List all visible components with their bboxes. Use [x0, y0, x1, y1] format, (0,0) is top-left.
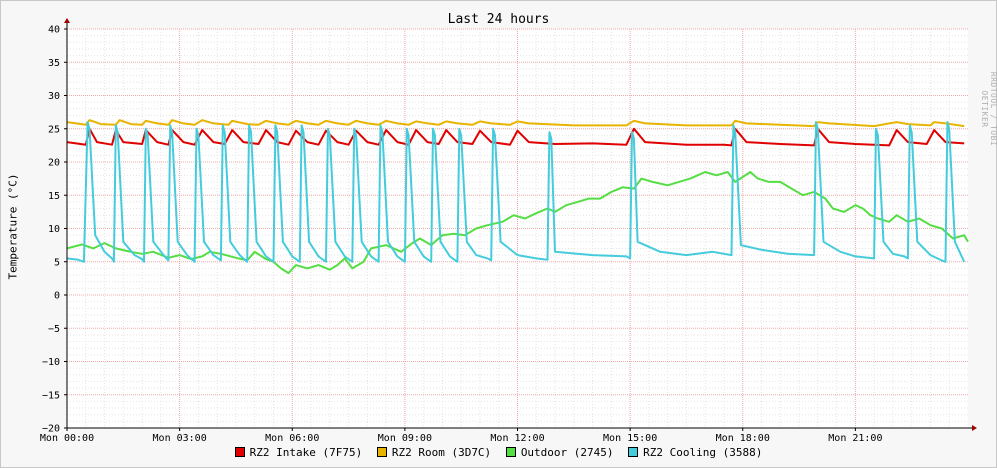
legend-label: RZ2 Cooling (3588)	[643, 446, 763, 459]
y-tick-label: 10	[48, 224, 60, 235]
legend-item-intake: RZ2 Intake (7F75)	[234, 446, 363, 459]
y-tick-label: 20	[48, 158, 60, 169]
x-axis-arrow	[972, 425, 977, 431]
y-tick-label: 25	[48, 124, 60, 135]
y-tick-label: −15	[42, 390, 60, 401]
rrdtool-watermark: RRDTOOL / TOBI OETIKER	[980, 71, 997, 147]
legend-item-room: RZ2 Room (3D7C)	[376, 446, 492, 459]
series-line-1	[66, 119, 965, 128]
x-tick-label: Mon 06:00	[265, 433, 319, 444]
legend-label: RZ2 Intake (7F75)	[249, 446, 363, 459]
x-tick-label: Mon 18:00	[716, 433, 770, 444]
legend-swatch	[628, 447, 639, 457]
x-tick-label: Mon 03:00	[153, 433, 207, 444]
x-tick-label: Mon 09:00	[378, 433, 432, 444]
x-tick-label: Mon 00:00	[40, 433, 94, 444]
axes	[64, 18, 977, 431]
y-tick-label: −10	[42, 357, 60, 368]
y-tick-label: 5	[54, 257, 60, 268]
y-tick-label: 35	[48, 58, 60, 69]
x-tick-label: Mon 12:00	[490, 433, 544, 444]
y-tick-label: −20	[42, 424, 60, 435]
x-tick-label: Mon 15:00	[603, 433, 657, 444]
y-tick-label: 15	[48, 191, 60, 202]
y-axis-arrow	[64, 18, 70, 23]
legend-swatch	[376, 447, 387, 457]
legend: RZ2 Intake (7F75) RZ2 Room (3D7C) Outdoo…	[0, 446, 997, 459]
x-tick-labels: Mon 00:00 Mon 03:00 Mon 06:00 Mon 09:00 Mon …	[40, 428, 882, 444]
x-tick-label: Mon 21:00	[828, 433, 882, 444]
series-line-0	[66, 127, 965, 147]
y-tick-labels: 40 35 30 25 20 15 10 5 0 −5 −10 −15 −20	[42, 25, 67, 435]
series-line-3	[66, 121, 966, 263]
legend-swatch	[505, 447, 516, 457]
legend-swatch	[234, 447, 245, 457]
legend-label: RZ2 Room (3D7C)	[391, 446, 492, 459]
legend-item-outdoor: Outdoor (2745)	[505, 446, 614, 459]
chart-title: Last 24 hours	[447, 12, 550, 27]
series-lines	[66, 119, 969, 275]
y-tick-label: 30	[48, 91, 60, 102]
y-tick-label: −5	[48, 324, 60, 335]
y-tick-label: 0	[54, 291, 60, 302]
series-line-2	[66, 171, 969, 275]
y-axis-label: Temperature (°C)	[6, 173, 20, 280]
legend-item-cooling: RZ2 Cooling (3588)	[628, 446, 762, 459]
y-tick-label: 40	[48, 25, 60, 36]
legend-label: Outdoor (2745)	[520, 446, 614, 459]
